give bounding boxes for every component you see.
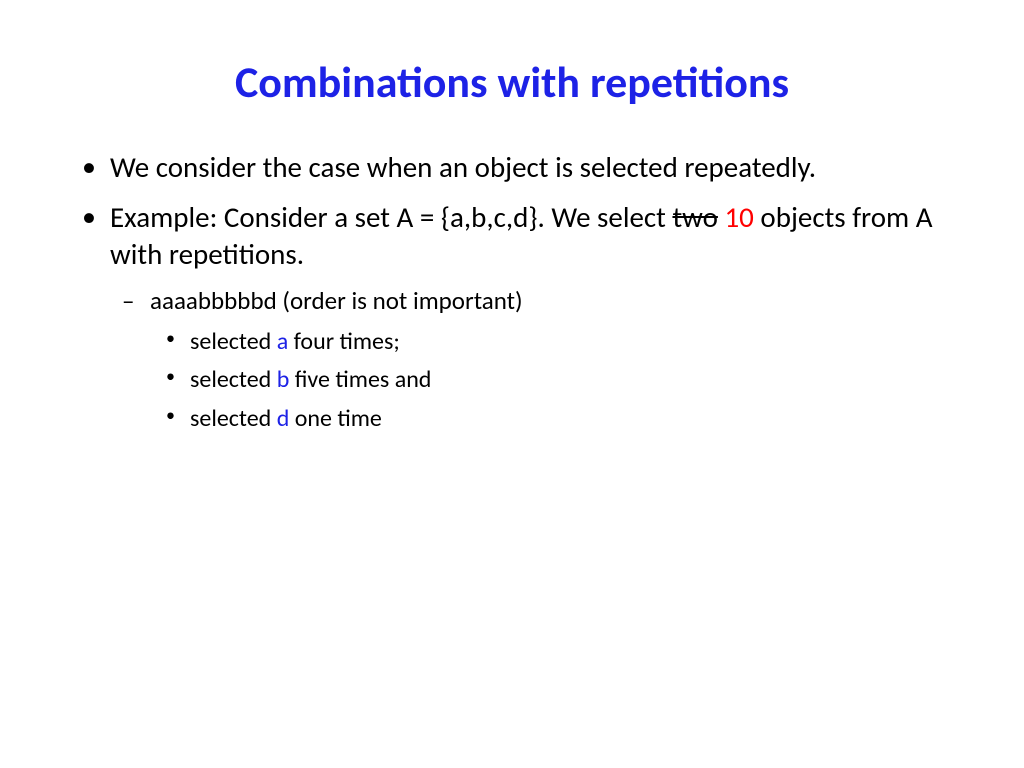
bullet-text: one time: [289, 404, 382, 433]
bullet-list-level2: aaaabbbbbd (order is not important) sele…: [110, 284, 954, 435]
bullet-text: aaaabbbbbd (order is not important): [150, 285, 523, 316]
bullet-text: five times and: [289, 365, 431, 394]
highlight-text: d: [277, 404, 290, 433]
bullet-text: selected: [190, 327, 277, 356]
highlight-text: b: [277, 365, 290, 394]
slide-title: Combinations with repetitions: [70, 55, 954, 109]
correction-text: 10: [718, 199, 754, 235]
highlight-text: a: [277, 327, 289, 356]
bullet-text: four times;: [288, 327, 400, 356]
bullet-item: selected a four times;: [150, 326, 954, 358]
bullet-list-level3: selected a four times; selected b five t…: [150, 326, 954, 435]
bullet-text: Example: Consider a set A = {a,b,c,d}. W…: [110, 199, 672, 235]
slide: Combinations with repetitions We conside…: [0, 0, 1024, 768]
slide-content: We consider the case when an object is s…: [70, 149, 954, 435]
struck-text: two: [672, 199, 717, 235]
bullet-item: We consider the case when an object is s…: [70, 149, 954, 187]
bullet-item: Example: Consider a set A = {a,b,c,d}. W…: [70, 199, 954, 435]
bullet-list-level1: We consider the case when an object is s…: [70, 149, 954, 435]
bullet-text: selected: [190, 365, 277, 394]
bullet-item: aaaabbbbbd (order is not important) sele…: [110, 284, 954, 435]
bullet-text: We consider the case when an object is s…: [110, 149, 816, 185]
bullet-text: selected: [190, 404, 277, 433]
bullet-item: selected b five times and: [150, 364, 954, 396]
bullet-item: selected d one time: [150, 403, 954, 435]
